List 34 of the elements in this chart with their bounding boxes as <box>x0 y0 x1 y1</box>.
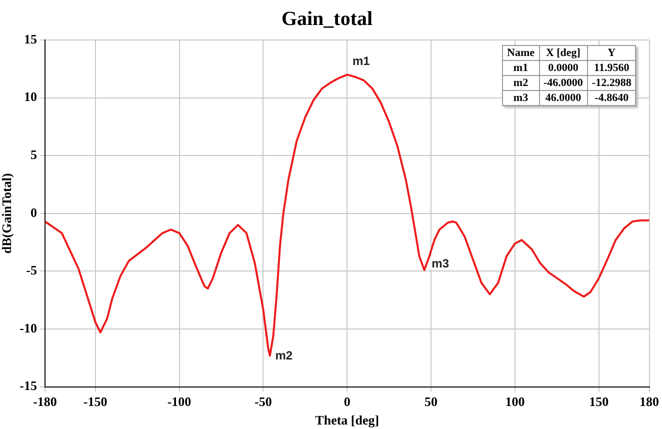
annotation: Y <box>587 46 636 60</box>
x-tick-label: -50 <box>254 394 272 409</box>
annotation: -46.0000 <box>539 76 588 90</box>
x-tick-label: -100 <box>167 394 192 409</box>
x-tick-label: -180 <box>33 394 57 409</box>
annotation: m3 <box>502 90 539 106</box>
annotation: -12.2988 <box>587 76 636 90</box>
y-tick-label: -5 <box>26 262 38 278</box>
annotation: 46.0000 <box>539 90 588 106</box>
annotation: m3 <box>432 256 450 271</box>
annotation: -4.8640 <box>587 90 636 106</box>
y-axis-title: dB(GainTotal) <box>0 173 14 254</box>
annotation: 0.0000 <box>539 60 588 76</box>
y-tick-label: 10 <box>24 89 37 104</box>
x-axis-title: Theta [deg] <box>315 412 380 428</box>
x-tick-label: 150 <box>589 394 609 409</box>
y-tick-label: -10 <box>20 320 37 336</box>
x-tick-label: 0 <box>344 394 350 409</box>
x-tick-label: -150 <box>83 394 108 409</box>
chart-title: Gain_total <box>281 8 373 30</box>
annotation: m1 <box>352 54 370 68</box>
annotation: m1 <box>502 60 539 76</box>
x-tick-label: 100 <box>505 394 525 409</box>
x-tick-label: 50 <box>424 394 438 409</box>
annotation: X [deg] <box>539 46 588 60</box>
annotation: Name <box>502 46 539 60</box>
y-tick-label: -15 <box>20 378 38 394</box>
y-tick-label: 5 <box>30 146 38 162</box>
y-tick-label: 0 <box>30 204 37 220</box>
y-tick-label: 15 <box>24 31 38 46</box>
x-tick-label: 180 <box>640 394 659 409</box>
annotation: m2 <box>275 348 293 363</box>
annotation: m2 <box>502 76 539 90</box>
annotation: 11.9560 <box>587 60 636 76</box>
